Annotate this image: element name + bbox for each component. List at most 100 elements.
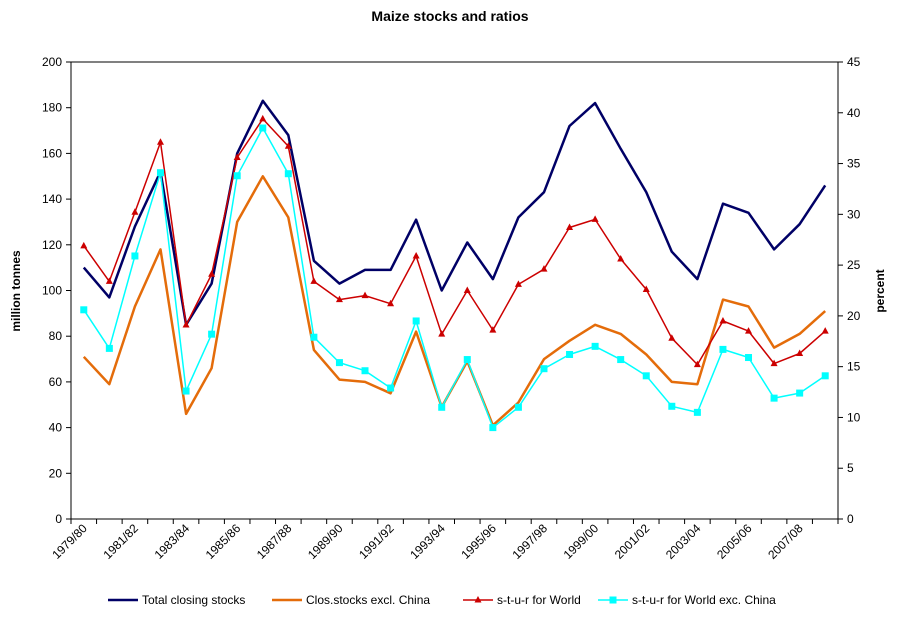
x-tick-label: 1981/82 xyxy=(100,521,141,562)
x-tick-label: 1985/86 xyxy=(203,521,244,562)
x-tick-label: 1997/98 xyxy=(510,521,551,562)
y2-tick-label: 40 xyxy=(847,106,861,120)
plot-area xyxy=(70,61,839,520)
x-tick-label: 1983/84 xyxy=(152,521,193,562)
data-point xyxy=(463,356,471,364)
y-tick-label: 200 xyxy=(42,55,62,69)
x-tick-label: 2007/08 xyxy=(765,521,806,562)
y2-tick-label: 10 xyxy=(847,410,861,424)
x-tick-label: 2005/06 xyxy=(714,521,755,562)
series-line xyxy=(83,127,826,429)
data-point xyxy=(668,402,676,410)
data-point xyxy=(156,138,164,145)
x-tick-label: 1979/80 xyxy=(49,521,90,562)
data-point xyxy=(540,365,548,373)
data-point xyxy=(208,330,216,338)
data-point xyxy=(361,367,369,375)
data-point xyxy=(284,170,292,178)
data-point xyxy=(566,350,574,358)
data-point xyxy=(131,252,139,260)
data-point xyxy=(80,306,88,314)
data-point xyxy=(105,344,113,352)
data-point xyxy=(156,169,164,177)
data-point xyxy=(259,114,267,122)
plot-frame xyxy=(70,61,839,520)
y-tick-label: 80 xyxy=(49,329,63,343)
data-point xyxy=(438,403,446,411)
data-point xyxy=(259,124,267,132)
y-tick-label: 40 xyxy=(49,421,63,435)
x-tick-label: 2003/04 xyxy=(663,521,704,562)
y2-tick-label: 30 xyxy=(847,207,861,221)
data-point xyxy=(412,251,420,259)
legend-label: Total closing stocks xyxy=(142,593,245,607)
y-tick-label: 160 xyxy=(42,146,62,160)
data-point xyxy=(566,223,574,231)
data-point xyxy=(310,277,318,284)
x-tick-label: 1993/94 xyxy=(407,521,448,562)
y-tick-label: 20 xyxy=(49,466,63,480)
chart-title: Maize stocks and ratios xyxy=(371,8,528,24)
y2-axis-title: percent xyxy=(873,269,887,312)
data-point xyxy=(514,280,522,287)
data-point xyxy=(591,342,599,350)
y-tick-label: 140 xyxy=(42,192,62,206)
y-tick-label: 100 xyxy=(42,284,62,298)
y2-tick-label: 35 xyxy=(847,157,861,171)
x-tick-label: 1989/90 xyxy=(305,521,346,562)
data-point xyxy=(489,424,497,432)
data-point xyxy=(591,215,599,222)
data-point xyxy=(668,334,676,341)
data-point xyxy=(387,384,395,392)
data-point xyxy=(540,265,548,272)
y2-tick-label: 25 xyxy=(847,258,861,272)
data-point xyxy=(642,285,650,292)
series-line xyxy=(83,118,826,366)
legend-marker xyxy=(474,596,482,603)
y2-tick-label: 5 xyxy=(847,461,854,475)
data-point xyxy=(438,330,446,337)
data-point xyxy=(770,394,778,402)
x-tick-label: 1995/96 xyxy=(458,521,499,562)
data-point xyxy=(182,387,190,395)
data-point xyxy=(105,277,113,284)
data-point xyxy=(310,333,318,341)
legend-label: s-t-u-r for World xyxy=(497,593,581,607)
data-point xyxy=(284,142,292,149)
series-4 xyxy=(80,124,829,432)
data-point xyxy=(796,349,804,356)
y-tick-label: 60 xyxy=(49,375,63,389)
data-point xyxy=(693,408,701,416)
data-point xyxy=(821,327,829,334)
data-point xyxy=(642,372,650,380)
data-point xyxy=(335,359,343,367)
data-point xyxy=(770,359,778,367)
data-point xyxy=(131,208,139,215)
data-point xyxy=(719,345,727,353)
data-point xyxy=(361,291,369,299)
data-point xyxy=(412,317,420,325)
y2-tick-label: 45 xyxy=(847,55,861,69)
x-tick-label: 1999/00 xyxy=(561,521,602,562)
data-point xyxy=(208,270,216,277)
y-tick-label: 120 xyxy=(42,238,62,252)
legend: Total closing stocks Clos.stocks excl. Ch… xyxy=(108,593,776,607)
legend-label: s-t-u-r for World exc. China xyxy=(632,593,776,607)
data-point xyxy=(233,172,241,180)
legend-marker xyxy=(609,596,617,604)
data-point xyxy=(233,153,241,160)
data-point xyxy=(617,356,625,364)
legend-label: Clos.stocks excl. China xyxy=(306,593,430,607)
y-tick-label: 0 xyxy=(55,512,62,526)
data-point xyxy=(821,372,829,380)
data-point xyxy=(745,327,753,334)
series-1 xyxy=(82,99,827,327)
data-point xyxy=(387,299,395,307)
data-point xyxy=(693,360,701,368)
data-point xyxy=(489,326,497,333)
data-point xyxy=(796,389,804,397)
data-point xyxy=(182,321,190,328)
data-point xyxy=(463,286,471,293)
